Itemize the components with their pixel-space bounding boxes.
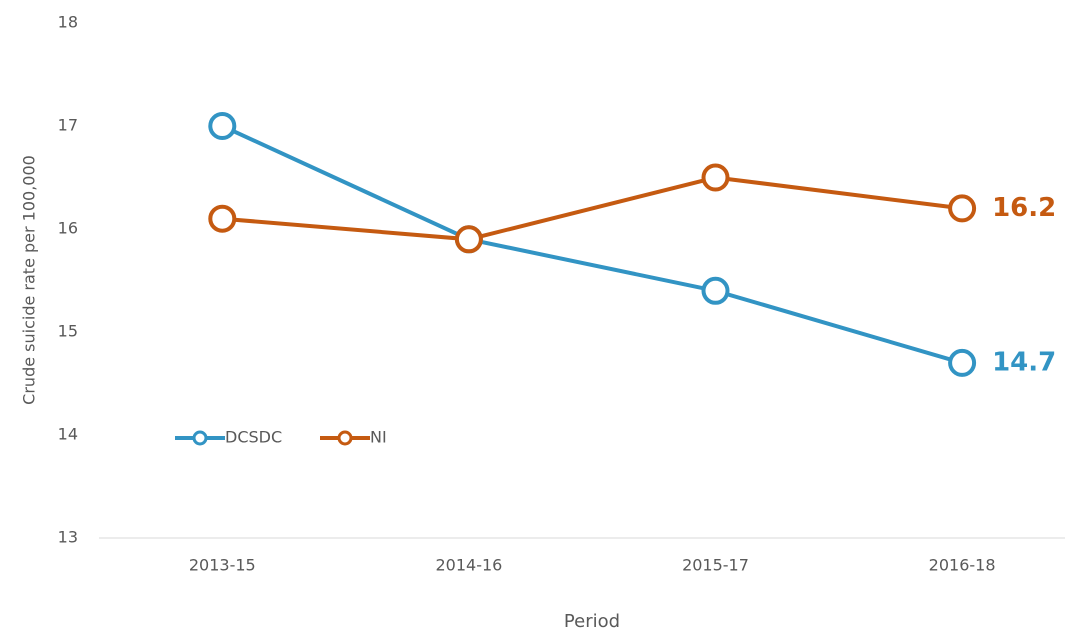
legend-marker: [192, 430, 208, 446]
data-point: [701, 276, 730, 305]
y-tick-label: 13: [58, 528, 78, 547]
legend-label: NI: [370, 428, 387, 447]
series-line: [221, 124, 963, 365]
x-tick-label: 2013-15: [189, 556, 256, 575]
y-axis-title: Crude suicide rate per 100,000: [20, 155, 39, 405]
legend-label: DCSDC: [225, 428, 282, 447]
y-tick-label: 14: [58, 425, 78, 444]
data-point: [701, 163, 730, 192]
data-point: [454, 225, 483, 254]
x-tick-label: 2015-17: [682, 556, 749, 575]
data-label: 16.2: [992, 193, 1056, 223]
y-tick-label: 15: [58, 322, 78, 341]
y-tick-label: 17: [58, 116, 78, 135]
y-tick-label: 16: [58, 219, 78, 238]
data-point: [208, 204, 237, 233]
x-tick-label: 2014-16: [435, 556, 502, 575]
legend-marker: [337, 430, 353, 446]
x-axis-title: Period: [564, 611, 620, 632]
data-point: [948, 348, 977, 377]
data-point: [948, 194, 977, 223]
data-label: 14.7: [992, 347, 1056, 377]
series-line: [222, 175, 963, 242]
y-tick-label: 18: [58, 13, 78, 32]
data-point: [208, 112, 237, 140]
x-tick-label: 2016-18: [929, 556, 996, 575]
